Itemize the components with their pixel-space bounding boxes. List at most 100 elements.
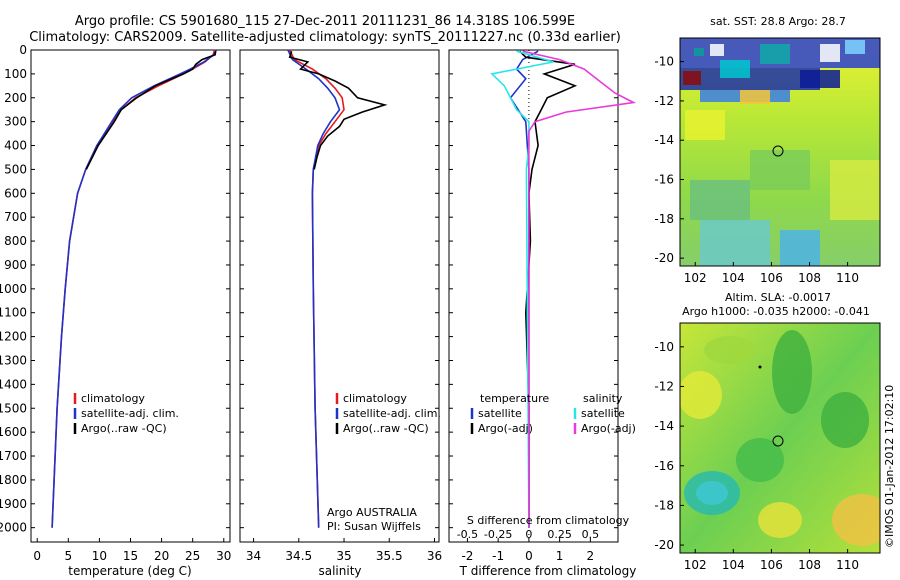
- sla-heatmap-blob: [821, 392, 869, 448]
- sla-lon-tick-label: 108: [798, 558, 821, 572]
- s-difference-tick-label: 0.25: [547, 528, 572, 541]
- sla-lon-tick-label: 110: [836, 558, 859, 572]
- depth-tick-label: 900: [4, 258, 27, 272]
- sst-heatmap: [680, 38, 880, 266]
- sla-heatmap-blob: [680, 371, 722, 419]
- s-difference-axis-label: S difference from climatology: [467, 514, 630, 527]
- salinity-difference-argo-line: [522, 50, 637, 528]
- sst-lon-tick-label: 106: [760, 271, 783, 285]
- depth-tick-label: 1100: [0, 306, 27, 320]
- sla-map-title: Altim. SLA: -0.0017: [725, 291, 831, 304]
- sla-lat-tick-label: -18: [654, 498, 674, 512]
- temperature-tick-label: 0: [33, 549, 41, 563]
- sst-heatmap-cell: [694, 48, 704, 56]
- sla-heatmap-blob: [772, 330, 812, 414]
- sla-lat-tick-label: -20: [654, 538, 674, 552]
- salinity-legend-label: Argo(..raw -QC): [343, 422, 429, 435]
- sst-lat-tick-label: -18: [654, 212, 674, 226]
- temperature-series-line: [51, 49, 218, 528]
- imos-credit-label: ©IMOS 01-Jan-2012 17:02:10: [883, 385, 896, 548]
- depth-tick-label: 1400: [0, 377, 27, 391]
- temperature-legend-label: satellite-adj. clim.: [81, 407, 179, 420]
- sst-heatmap-cell: [845, 40, 865, 54]
- sst-map-title: sat. SST: 28.8 Argo: 28.7: [710, 15, 846, 28]
- t-difference-tick-label: -1: [492, 549, 504, 563]
- sst-heatmap-cell: [685, 110, 725, 140]
- sst-heatmap-cell: [820, 44, 840, 62]
- depth-tick-label: 1000: [0, 282, 27, 296]
- temperature-series-line: [51, 49, 216, 528]
- sst-lat-tick-label: -20: [654, 251, 674, 265]
- temperature-series-line: [85, 51, 217, 170]
- depth-tick-label: 400: [4, 139, 27, 153]
- t-difference-axis-label: T difference from climatology: [459, 564, 637, 578]
- sla-map-frame: [679, 322, 881, 554]
- t-difference-tick-label: 2: [587, 549, 595, 563]
- sla-heatmap-blob: [832, 494, 880, 546]
- depth-tick-label: 500: [4, 162, 27, 176]
- sla-heatmap: [680, 323, 880, 553]
- temperature-tick-label: 30: [216, 549, 231, 563]
- sst-heatmap-cell: [830, 160, 880, 220]
- sst-lon-tick-label: 108: [798, 271, 821, 285]
- temperature-tick-label: 10: [92, 549, 107, 563]
- temperature-legend-label: Argo(..raw -QC): [81, 422, 167, 435]
- temperature-difference-legend-label: Argo(-adj): [478, 422, 533, 435]
- sst-lat-tick-label: -12: [654, 94, 674, 108]
- sst-heatmap-cell: [750, 150, 810, 190]
- sla-heatmap-blob: [696, 481, 728, 505]
- s-difference-tick-label: -0.25: [484, 528, 512, 541]
- salinity-difference-legend-label: satellite: [581, 407, 625, 420]
- t-difference-tick-label: 1: [556, 549, 564, 563]
- temperature-tick-label: 25: [185, 549, 200, 563]
- salinity-series-line: [287, 49, 341, 528]
- sla-lat-tick-label: -14: [654, 419, 674, 433]
- sla-heatmap-blob: [704, 336, 756, 364]
- depth-tick-label: 700: [4, 210, 27, 224]
- chart-title-line-1: Argo profile: CS 5901680_115 27-Dec-2011…: [74, 14, 576, 29]
- sst-heatmap-cell: [683, 71, 701, 85]
- sla-lon-tick-label: 104: [722, 558, 745, 572]
- depth-tick-label: 100: [4, 67, 27, 81]
- pi-name-label: PI: Susan Wijffels: [327, 520, 421, 533]
- sst-lon-tick-label: 102: [684, 271, 707, 285]
- salinity-panel-frame: [239, 49, 440, 543]
- salinity-series-line: [288, 50, 388, 170]
- sla-lat-tick-label: -16: [654, 459, 674, 473]
- depth-tick-label: 2000: [0, 521, 27, 535]
- sst-lat-tick-label: -16: [654, 173, 674, 187]
- salinity-difference-satellite-line: [490, 50, 554, 528]
- chart-title-line-2: Climatology: CARS2009. Satellite-adjuste…: [29, 30, 621, 45]
- sst-lon-tick-label: 104: [722, 271, 745, 285]
- salinity-difference-legend-label: Argo(-adj): [581, 422, 636, 435]
- salinity-tick-label: 34.5: [285, 549, 312, 563]
- temperature-panel-frame: [30, 49, 231, 543]
- sst-map-frame: [679, 37, 881, 267]
- depth-tick-label: 1500: [0, 401, 27, 415]
- depth-tick-label: 200: [4, 91, 27, 105]
- depth-tick-label: 1900: [0, 497, 27, 511]
- float-program-label: Argo AUSTRALIA: [327, 506, 417, 519]
- sla-lon-tick-label: 106: [760, 558, 783, 572]
- depth-tick-label: 0: [19, 43, 27, 57]
- sla-heatmap-blob: [758, 502, 802, 538]
- depth-tick-label: 600: [4, 186, 27, 200]
- sst-heatmap-cell: [720, 60, 750, 78]
- s-difference-tick-label: 0.5: [582, 528, 600, 541]
- depth-tick-label: 1700: [0, 449, 27, 463]
- sst-heatmap-cell: [710, 44, 724, 56]
- sst-heatmap-cell: [700, 220, 770, 266]
- t-difference-tick-label: 0: [525, 549, 533, 563]
- sst-heatmap-cell: [690, 180, 750, 220]
- sst-heatmap-cell: [780, 230, 820, 266]
- sst-float-marker: [772, 145, 784, 157]
- salinity-legend-label: satellite-adj. clim.: [343, 407, 441, 420]
- temperature-difference-legend-label: satellite: [478, 407, 522, 420]
- salinity-tick-label: 36: [427, 549, 442, 563]
- sla-lat-tick-label: -10: [654, 340, 674, 354]
- sst-lat-tick-label: -14: [654, 133, 674, 147]
- depth-tick-label: 1300: [0, 353, 27, 367]
- sst-heatmap-cell: [800, 70, 840, 88]
- depth-tick-label: 1200: [0, 330, 27, 344]
